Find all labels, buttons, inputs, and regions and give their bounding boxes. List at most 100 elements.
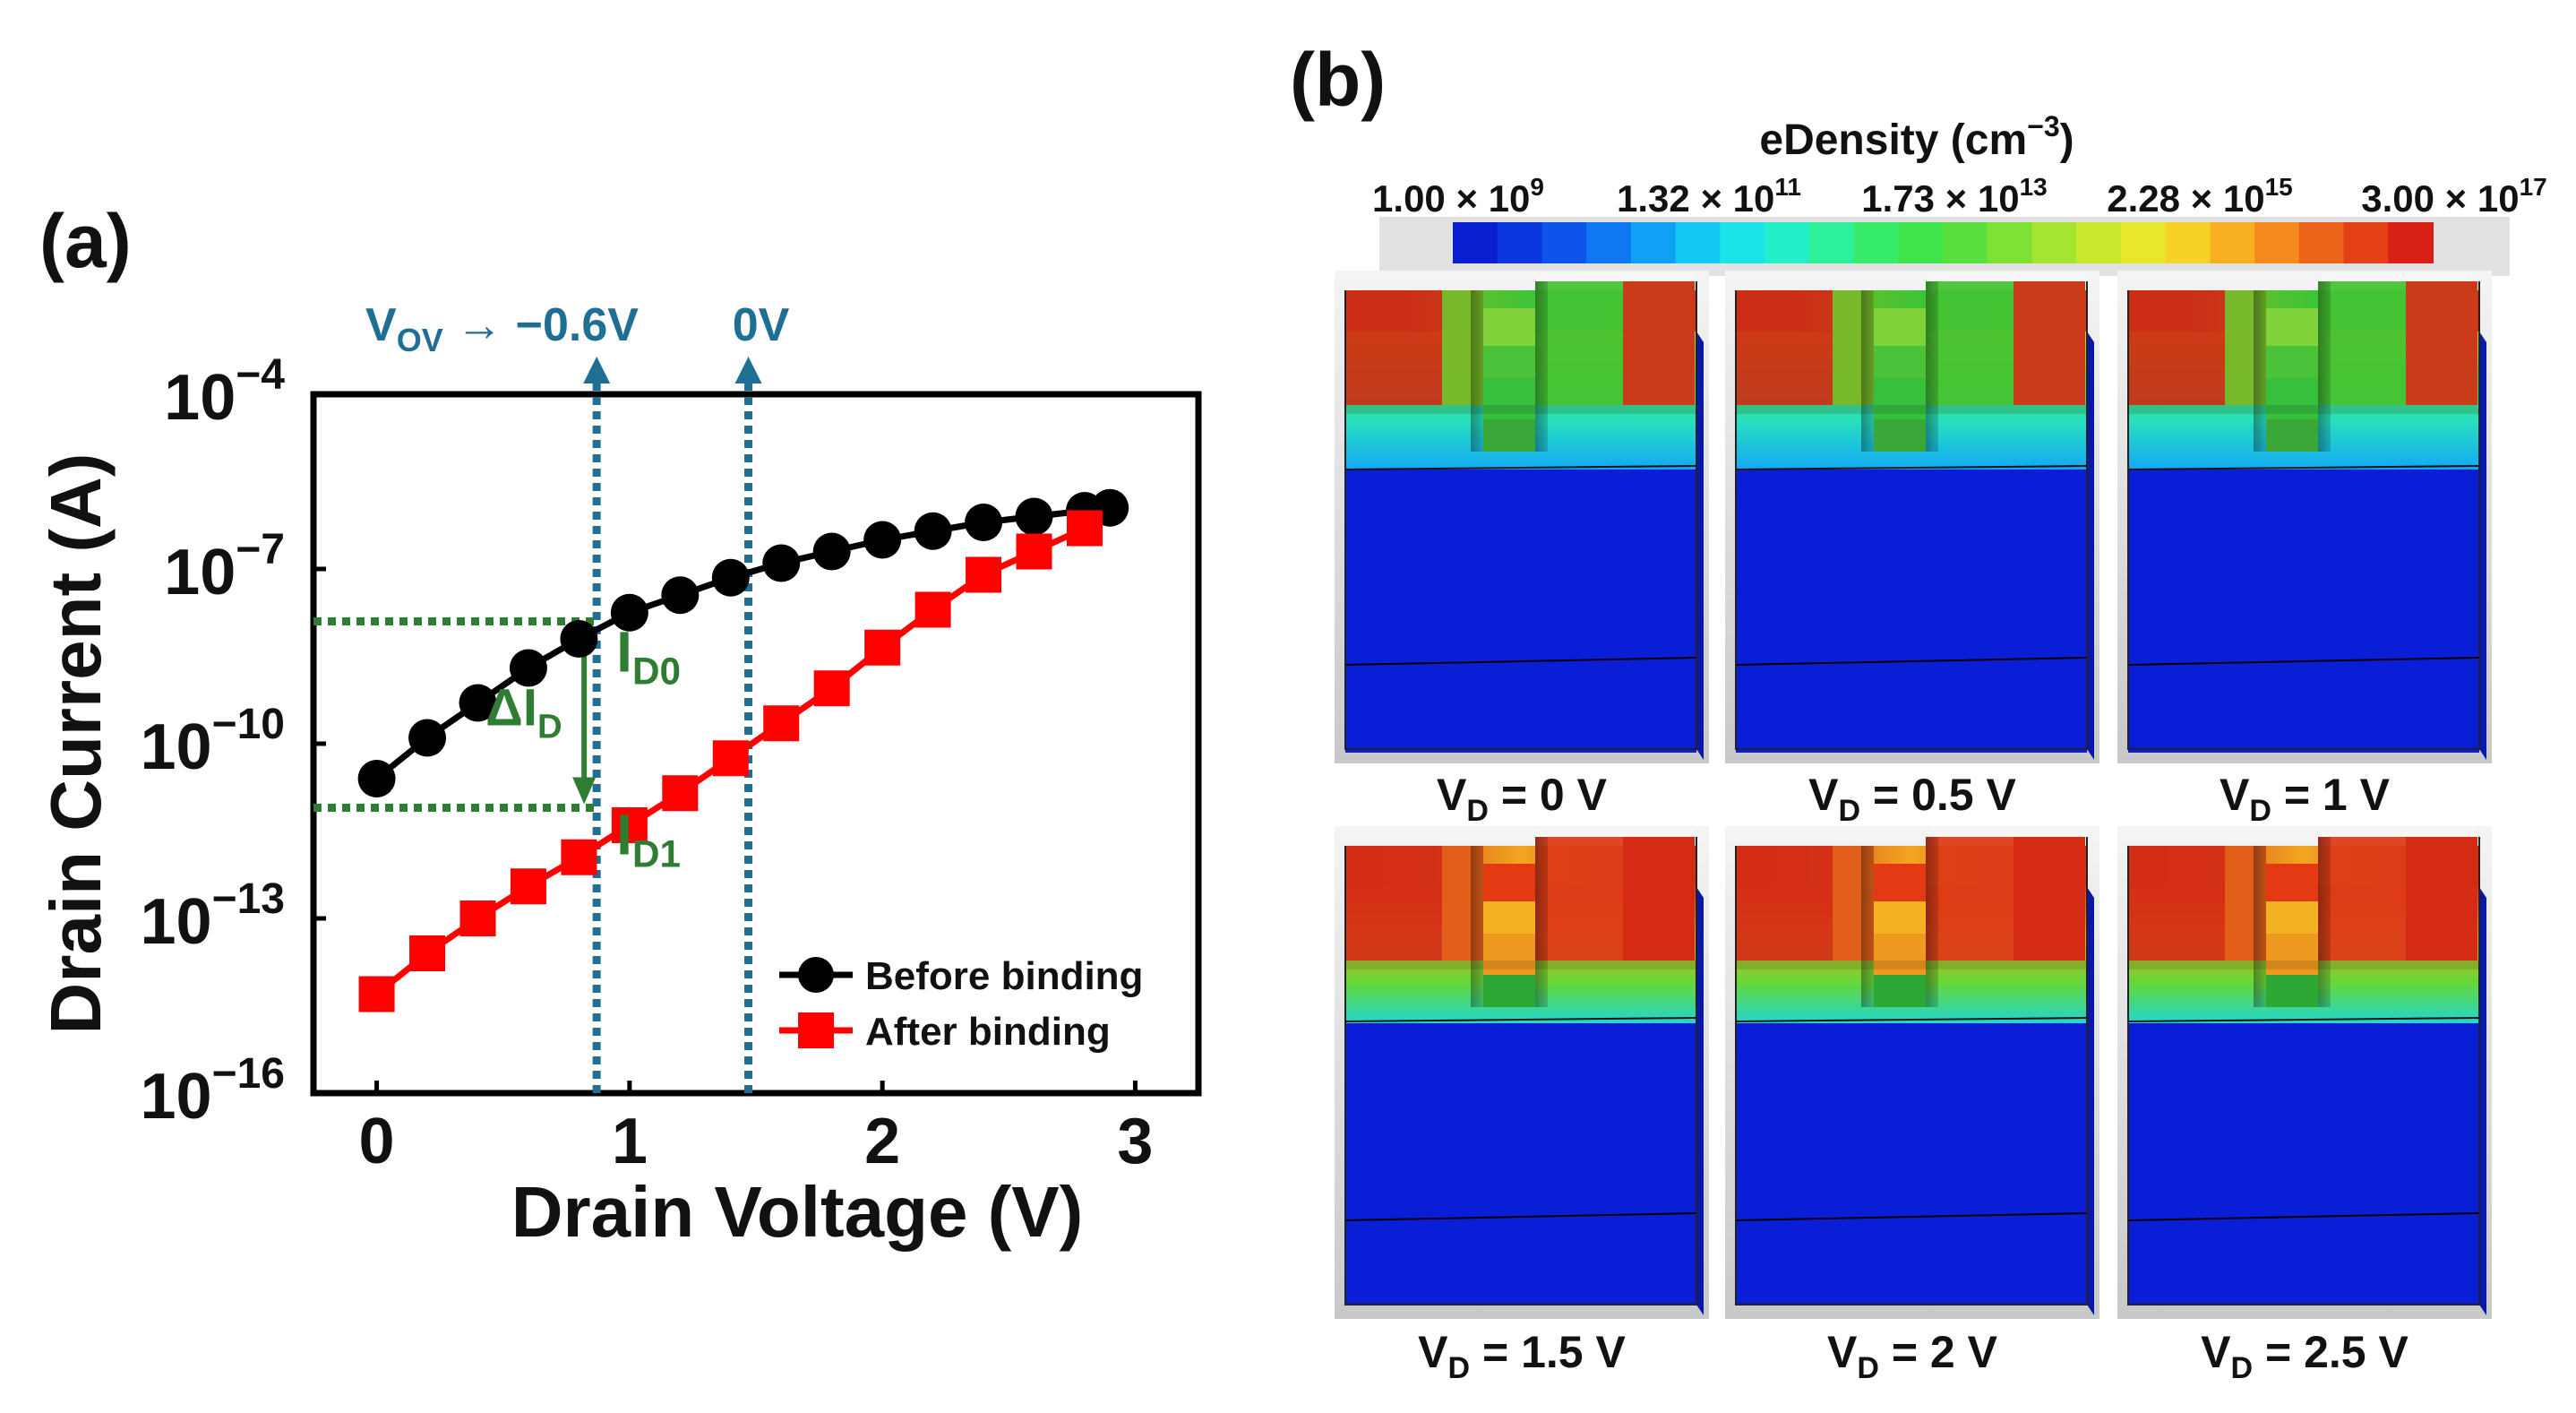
id1-label-sub: D1 (632, 833, 681, 875)
layer-line (1344, 1212, 1697, 1221)
colorbar-cell (2031, 222, 2078, 263)
vd-caption-value: = 2.5 V (2253, 1327, 2409, 1377)
drain-edge (2406, 281, 2477, 405)
id0-label-sub: D0 (632, 650, 681, 693)
colorbar-cell (1765, 222, 1810, 263)
before-binding-point (357, 760, 396, 797)
vd-caption-sub: D (2249, 794, 2271, 828)
y-tick-exponent: −16 (212, 1050, 285, 1098)
drain-top-highlight (1535, 828, 1695, 837)
before-binding-point (509, 649, 547, 687)
x-axis-label: Drain Voltage (V) (511, 1172, 1084, 1252)
colorbar-cell (1675, 222, 1722, 263)
vov-label: VOV → −0.6V (365, 299, 639, 358)
y-tick-exponent: −4 (236, 351, 285, 399)
drain-top-highlight (2318, 272, 2477, 281)
drain-top-highlight (1926, 828, 2085, 837)
after-binding-point (1066, 510, 1103, 547)
vd-caption-main: V (1418, 1327, 1448, 1377)
colorbar-tick-labels: 1.00 × 109 1.32 × 1011 1.73 × 1013 2.28 × 1… (1372, 173, 2547, 220)
fin-shadow-left (1861, 290, 1874, 452)
layer-line (1735, 657, 2088, 666)
substrate-side (2479, 887, 2486, 1315)
layer-line (1735, 1017, 2088, 1022)
fin-upper (1483, 864, 1535, 901)
vd-caption-value: = 1.5 V (1470, 1327, 1626, 1377)
before-binding-point (863, 521, 902, 559)
vd-caption: VD = 0.5 V (1808, 770, 2016, 828)
substrate-side (2087, 332, 2094, 760)
fin-middle (2266, 901, 2318, 934)
edge-shadow (1736, 405, 2087, 414)
x-tick-label: 1 (612, 1106, 648, 1177)
colorbar-cell (1586, 222, 1632, 263)
y-tick-label: 10−4 (164, 351, 285, 434)
before-binding-point (459, 684, 497, 722)
fin-base (1483, 975, 1535, 1007)
edge-shadow (2128, 405, 2479, 414)
layer-line (1344, 465, 1697, 470)
colorbar-tick-exponent: 9 (1530, 173, 1544, 201)
y-tick-base: 10 (140, 886, 211, 958)
colorbar-cell (2388, 222, 2434, 263)
edge-shadow (1345, 961, 1696, 969)
substrate-front (1736, 470, 2087, 753)
simulation-panels: VD = 0 V VD = 0.5 V VD = 1 VVD = 1.5 V VD =… (1335, 271, 2492, 1385)
colorbar-tick: 1.73 × 1013 (1861, 173, 2047, 220)
after-binding-point (763, 705, 800, 742)
vov-label-value: → −0.6V (443, 299, 640, 351)
before-binding-point (661, 576, 700, 615)
colorbar-tick: 1.00 × 109 (1372, 173, 1544, 220)
fin-upper (1874, 864, 1926, 901)
device-panel (1335, 271, 1709, 763)
colorbar-cell (1898, 222, 1944, 263)
colorbar-tick-exponent: 11 (1774, 173, 1801, 201)
delta-id-label-sub: D (537, 708, 562, 746)
vd-caption: VD = 2.5 V (2201, 1327, 2409, 1385)
vov-label-main: V (365, 299, 397, 351)
fin-upper (2266, 864, 2318, 901)
before-binding-point (762, 544, 801, 582)
vd-caption-value: = 0 V (1489, 770, 1608, 820)
fin-middle (1874, 346, 1926, 378)
vd-caption: VD = 0 V (1437, 770, 1608, 828)
edge-shadow (1345, 405, 1696, 414)
colorbar-tick: 2.28 × 1015 (2107, 173, 2292, 220)
colorbar-cell (2165, 222, 2211, 263)
after-binding-point (662, 775, 699, 812)
colorbar-title: eDensity (cm−3) (1759, 110, 2074, 164)
fin-shadow-right (1926, 281, 1938, 452)
panel-a-label: (a) (39, 199, 132, 283)
substrate-side (2479, 332, 2486, 760)
vd-caption: VD = 1 V (2220, 770, 2391, 828)
before-binding-point (610, 593, 648, 632)
id0-label: ID0 (616, 620, 681, 693)
before-binding-point (408, 719, 447, 757)
y-tick-exponent: −13 (212, 875, 285, 923)
legend-before-label: Before binding (865, 954, 1143, 998)
after-binding-point (813, 670, 850, 707)
fin-lower (2266, 934, 2318, 975)
colorbar-tick-mantissa: 2.28 × 10 (2107, 177, 2264, 220)
y-tick-label: 10−10 (140, 701, 285, 783)
fin-shadow-right (2318, 281, 2331, 452)
colorbar-cell (2343, 222, 2390, 263)
fin-lower (2266, 378, 2318, 419)
before-binding-line (374, 504, 1111, 781)
colorbar-cell (1497, 222, 1543, 263)
layer-line (1735, 1212, 2088, 1221)
id1-label-main: I (616, 803, 632, 867)
y-tick-label: 10−16 (140, 1050, 285, 1133)
device-outline (1344, 281, 1697, 750)
vd-caption-value: = 1 V (2271, 770, 2391, 820)
zero-volt-label: 0V (733, 299, 790, 351)
y-tick-base: 10 (164, 362, 236, 434)
vd-caption: VD = 1.5 V (1418, 1327, 1626, 1385)
vd-caption-main: V (1808, 770, 1839, 820)
substrate-front (2128, 1021, 2479, 1305)
x-tick-label: 2 (864, 1106, 900, 1177)
